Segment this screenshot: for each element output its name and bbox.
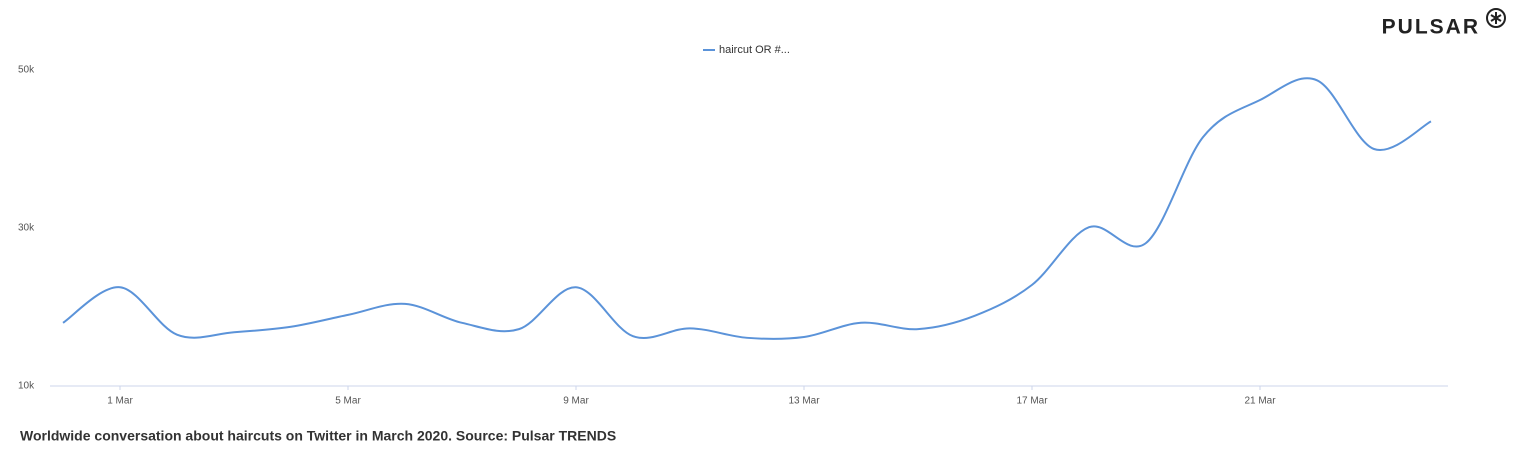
x-tick-label: 13 Mar [788, 396, 820, 407]
legend-label: haircut OR #... [719, 44, 790, 56]
y-tick-label: 30k [18, 223, 35, 234]
x-tick-label: 17 Mar [1016, 396, 1048, 407]
y-tick-label: 50k [18, 65, 35, 76]
brand-icon [1486, 8, 1506, 28]
x-tick-label: 5 Mar [335, 396, 361, 407]
brand-logo: PULSAR [1382, 16, 1480, 39]
y-tick-label: 10k [18, 381, 35, 392]
x-tick-label: 21 Mar [1244, 396, 1276, 407]
caption: Worldwide conversation about haircuts on… [20, 428, 616, 444]
x-tick-label: 1 Mar [107, 396, 133, 407]
x-tick-label: 9 Mar [563, 396, 589, 407]
data-line [62, 77, 1432, 340]
